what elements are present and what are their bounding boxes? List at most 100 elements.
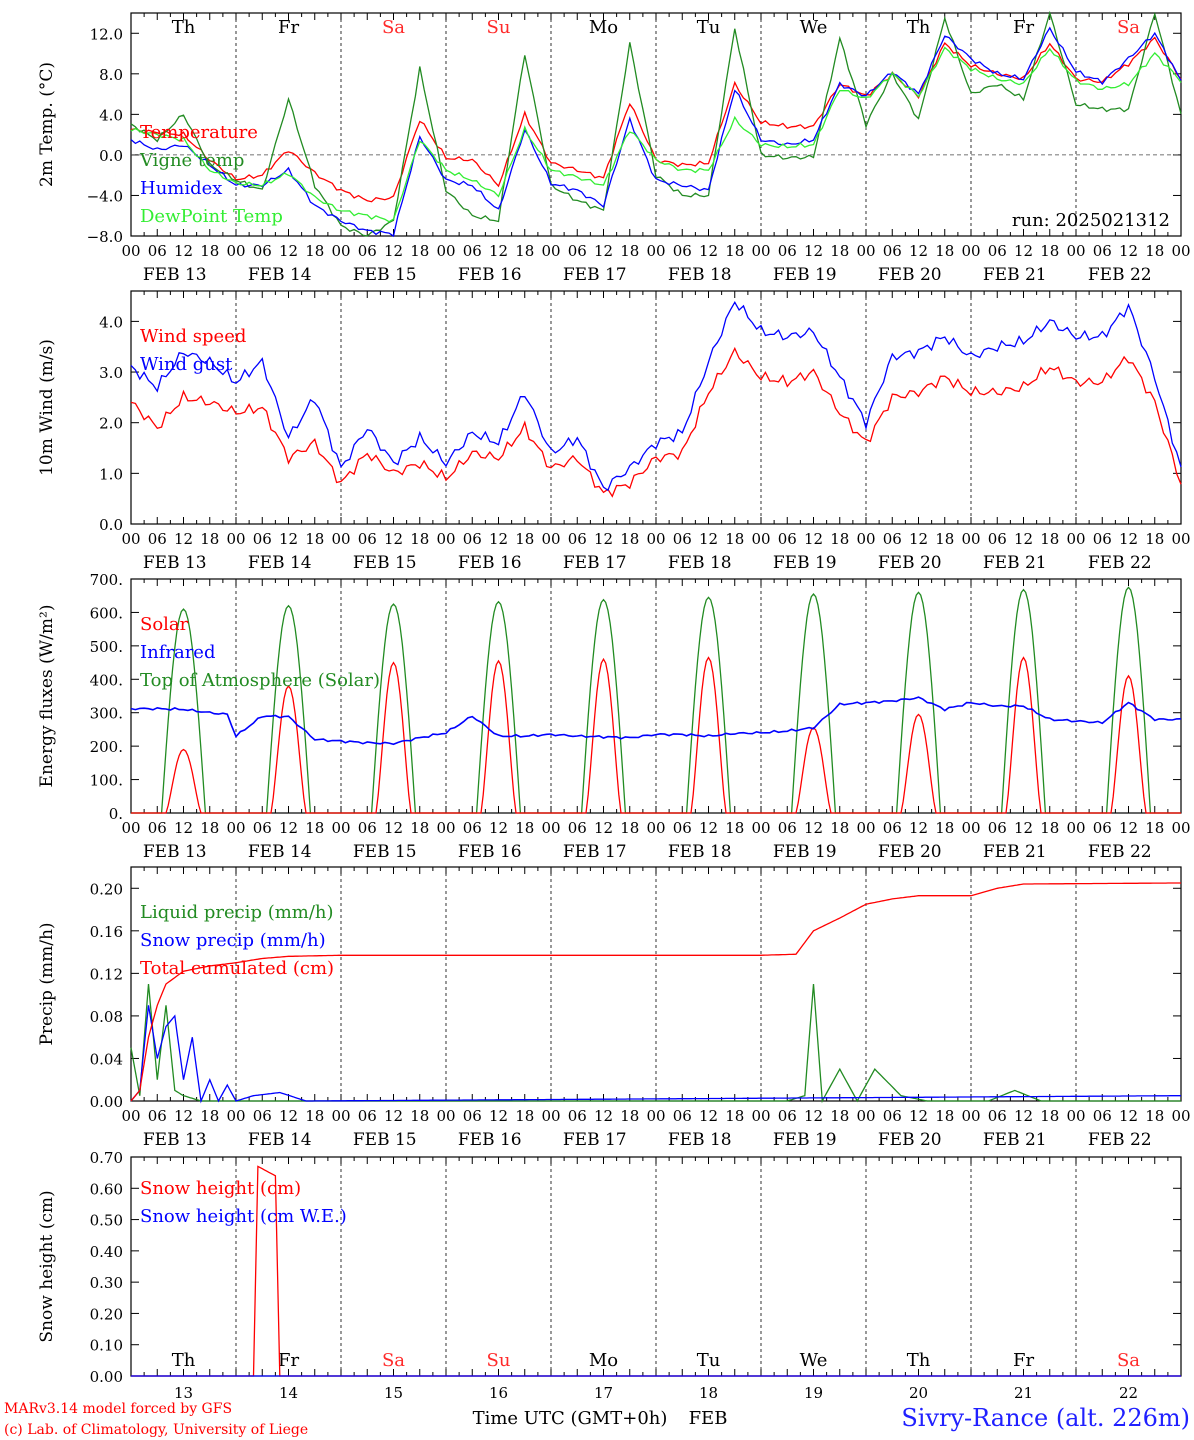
- hour-label: 12: [804, 819, 823, 837]
- hour-label: 18: [515, 530, 534, 548]
- y-tick-label: 600.: [90, 604, 123, 622]
- y-tick-label: 0.00: [90, 1093, 123, 1111]
- hour-label: 00: [436, 242, 455, 260]
- hour-label: 18: [1040, 530, 1059, 548]
- hour-label: 06: [778, 530, 797, 548]
- hour-label: 18: [305, 1107, 324, 1125]
- hour-label: 00: [226, 242, 245, 260]
- hour-label: 00: [646, 819, 665, 837]
- date-label: FEB 16: [458, 553, 522, 573]
- hour-label: 12: [174, 1107, 193, 1125]
- hour-label: 18: [200, 242, 219, 260]
- hour-label: 00: [961, 242, 980, 260]
- hour-label: 18: [1145, 1107, 1164, 1125]
- hour-label: 00: [331, 242, 350, 260]
- hour-label: 12: [699, 819, 718, 837]
- weekday-label: Fr: [278, 17, 299, 38]
- y-tick-label: −4.0: [87, 187, 123, 205]
- hour-label: 06: [988, 819, 1007, 837]
- y-tick-label: 100.: [90, 772, 123, 790]
- y-axis-label-flux: Energy fluxes (W/m²): [37, 605, 57, 788]
- hour-label: 00: [1171, 242, 1190, 260]
- weekday-label: Fr: [1013, 17, 1034, 38]
- date-label: FEB 15: [353, 553, 417, 573]
- weekday-label: Su: [487, 17, 511, 38]
- hour-label: 00: [1171, 530, 1190, 548]
- hour-label: 18: [620, 819, 639, 837]
- weekday-label: Sa: [382, 17, 405, 38]
- date-label: FEB 22: [1088, 1130, 1152, 1150]
- y-tick-label: 0.40: [90, 1243, 123, 1261]
- hour-label: 18: [830, 530, 849, 548]
- hour-label: 00: [331, 1107, 350, 1125]
- y-tick-label: 8.0: [99, 66, 123, 84]
- hour-label: 18: [410, 242, 429, 260]
- hour-label: 18: [620, 530, 639, 548]
- day-number: 15: [384, 1384, 403, 1402]
- hour-label: 18: [410, 819, 429, 837]
- hour-label: 06: [778, 242, 797, 260]
- series-line-humidex: [130, 26, 1182, 238]
- y-tick-label: 0.12: [90, 965, 123, 983]
- hour-label: 06: [148, 1107, 167, 1125]
- hour-label: 00: [1171, 1107, 1190, 1125]
- hour-label: 00: [541, 242, 560, 260]
- y-tick-label: 0.0: [99, 516, 123, 534]
- date-label: FEB 14: [248, 842, 312, 862]
- hour-label: 00: [1171, 819, 1190, 837]
- hour-label: 12: [804, 530, 823, 548]
- hour-label: 18: [830, 819, 849, 837]
- date-label: FEB 19: [773, 265, 837, 285]
- legend-entry: Solar: [140, 614, 189, 635]
- hour-label: 00: [436, 1107, 455, 1125]
- date-label: FEB 21: [983, 265, 1047, 285]
- legend-entry: Top of Atmosphere (Solar): [140, 670, 380, 691]
- hour-label: 18: [1040, 819, 1059, 837]
- hour-label: 00: [646, 1107, 665, 1125]
- series-line-snow-precip-mm-h: [130, 1005, 1181, 1104]
- weekday-label: Tu: [697, 17, 721, 38]
- hour-label: 00: [121, 530, 140, 548]
- y-tick-label: 500.: [90, 638, 123, 656]
- weekday-label: Sa: [382, 1350, 405, 1371]
- hour-label: 06: [463, 242, 482, 260]
- date-label: FEB 13: [143, 1130, 207, 1150]
- hour-label: 00: [121, 819, 140, 837]
- y-tick-label: 0.16: [90, 923, 123, 941]
- weekday-label: Su: [487, 1350, 511, 1371]
- hour-label: 06: [1093, 1107, 1112, 1125]
- hour-label: 12: [1014, 1107, 1033, 1125]
- hour-label: 12: [1119, 819, 1138, 837]
- hour-label: 06: [988, 1107, 1007, 1125]
- date-label: FEB 20: [878, 842, 942, 862]
- date-label: FEB 14: [248, 553, 312, 573]
- date-label: FEB 13: [143, 553, 207, 573]
- y-tick-label: 3.0: [99, 364, 123, 382]
- day-number: 21: [1014, 1384, 1033, 1402]
- hour-label: 06: [883, 242, 902, 260]
- hour-label: 00: [751, 1107, 770, 1125]
- y-tick-label: 200.: [90, 738, 123, 756]
- hour-label: 00: [961, 1107, 980, 1125]
- hour-label: 12: [174, 530, 193, 548]
- hour-label: 00: [436, 819, 455, 837]
- hour-label: 18: [935, 819, 954, 837]
- hour-label: 06: [148, 530, 167, 548]
- hour-label: 00: [541, 530, 560, 548]
- legend-entry: Snow height (cm W.E.): [140, 1206, 347, 1227]
- y-tick-label: 0.04: [90, 1050, 123, 1068]
- hour-label: 18: [410, 530, 429, 548]
- hour-label: 12: [174, 242, 193, 260]
- y-tick-label: 700.: [90, 571, 123, 589]
- date-label: FEB 15: [353, 842, 417, 862]
- x-axis-title: Time UTC (GMT+0h): [473, 1408, 668, 1429]
- y-tick-label: 0.10: [90, 1337, 123, 1355]
- hour-label: 12: [489, 819, 508, 837]
- weekday-label: Th: [907, 17, 931, 38]
- hour-label: 06: [568, 242, 587, 260]
- hour-label: 06: [253, 1107, 272, 1125]
- weekday-label: We: [800, 1350, 828, 1371]
- legend-entry: Liquid precip (mm/h): [140, 902, 334, 923]
- y-tick-label: 0.20: [90, 880, 123, 898]
- hour-label: 12: [384, 530, 403, 548]
